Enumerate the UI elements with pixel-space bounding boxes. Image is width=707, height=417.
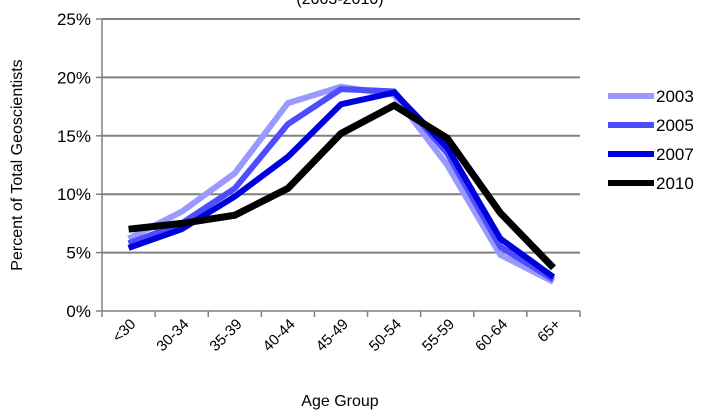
chart-title: (2003-2010) [296,0,383,8]
x-tick-label: 55-59 [419,316,458,355]
x-tick-label: 35-39 [206,316,245,355]
x-tick-label: <30 [109,316,139,346]
series-line-2005 [127,86,555,283]
y-tick-label: 15% [57,127,91,146]
legend-label: 2005 [656,116,694,135]
y-tick-label: 0% [66,302,91,321]
x-tick-label: 65+ [534,316,564,346]
x-tick-labels: <30 30-34 35-39 40-44 45-49 50-54 55-59 60-64 65… [109,316,564,355]
x-axis-title: Age Group [301,393,378,410]
x-tick-label: 50-54 [366,316,405,355]
series-line-2010 [128,101,556,271]
y-tick-label: 20% [57,68,91,87]
x-tick-label: 40-44 [260,316,299,355]
y-tick-label: 5% [66,244,91,263]
legend-label: 2007 [656,145,694,164]
series-line-2007 [127,89,556,280]
series-lines [127,83,556,285]
axes [96,18,581,317]
y-tick-label: 25% [57,10,91,29]
legend-label: 2010 [656,174,694,193]
x-tick-label: 60-64 [472,316,511,355]
x-tick-label: 30-34 [153,316,192,355]
y-tick-labels: 0% 5% 10% 15% 20% 25% [57,10,91,321]
legend: 2003 2005 2007 2010 [608,87,694,193]
legend-label: 2003 [656,87,694,106]
y-tick-label: 10% [57,185,91,204]
x-tick-label: 45-49 [313,316,352,355]
y-axis-title: Percent of Total Geoscientists [9,59,26,270]
